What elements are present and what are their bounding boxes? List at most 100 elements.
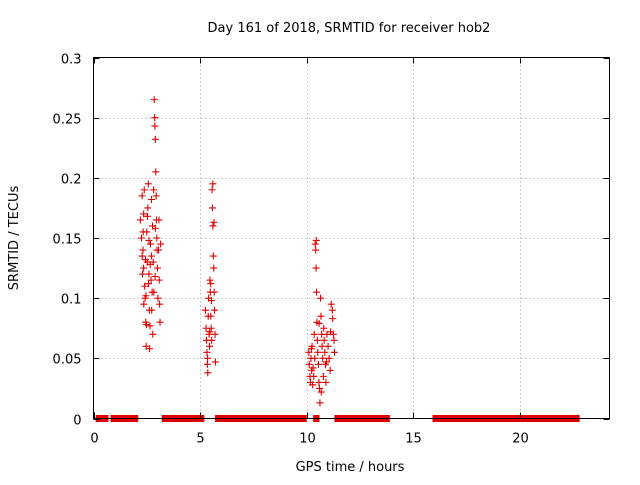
data-point: [313, 336, 321, 344]
data-point: [149, 330, 157, 338]
data-point: [153, 246, 161, 254]
x-tick-label: 15: [405, 432, 422, 447]
data-point: [204, 354, 212, 362]
data-point: [139, 228, 147, 236]
data-point: [154, 294, 162, 302]
data-point: [152, 168, 160, 176]
data-point: [309, 364, 317, 372]
data-point: [208, 204, 216, 212]
y-tick-label: 0.05: [53, 353, 82, 368]
y-tick-label: 0.25: [53, 113, 82, 128]
data-point: [140, 264, 148, 272]
data-point: [151, 224, 159, 232]
data-point: [203, 348, 211, 356]
data-point: [139, 270, 147, 278]
data-points: [136, 96, 338, 407]
data-point: [209, 180, 217, 188]
y-tick-label: 0.3: [61, 53, 82, 68]
data-point: [312, 246, 320, 254]
x-tick-label: 10: [299, 432, 316, 447]
data-point: [140, 300, 148, 308]
data-point: [142, 256, 150, 264]
data-point: [316, 399, 324, 407]
data-point: [317, 312, 325, 320]
data-point: [310, 330, 318, 338]
data-point: [151, 135, 159, 143]
data-point: [146, 260, 154, 268]
data-point: [204, 369, 212, 377]
data-point: [318, 342, 326, 350]
x-tick-label: 5: [196, 432, 204, 447]
data-point: [145, 236, 153, 244]
data-point: [137, 234, 145, 242]
data-point: [140, 186, 148, 194]
data-point: [153, 234, 161, 242]
data-point: [327, 328, 335, 336]
data-point: [205, 342, 213, 350]
data-point: [207, 324, 215, 332]
data-point: [207, 280, 215, 288]
data-point: [157, 240, 165, 248]
data-point: [208, 186, 216, 194]
data-point: [211, 306, 219, 314]
data-point: [206, 328, 214, 336]
y-axis-title: SRMTID / TECUs: [7, 186, 22, 291]
data-point: [139, 246, 147, 254]
data-point: [330, 348, 338, 356]
data-point: [315, 378, 323, 386]
chart-title: Day 161 of 2018, SRMTID for receiver hob…: [208, 21, 491, 36]
data-point: [150, 96, 158, 104]
data-point: [147, 195, 155, 203]
data-point: [206, 276, 214, 284]
data-point: [146, 345, 154, 353]
data-point: [151, 273, 159, 281]
data-point: [143, 212, 151, 220]
x-tick-label: 20: [512, 432, 529, 447]
data-point: [142, 292, 150, 300]
data-point: [320, 336, 328, 344]
data-point: [201, 306, 209, 314]
data-point: [317, 388, 325, 396]
data-point: [316, 384, 324, 392]
data-point: [311, 354, 319, 362]
data-point: [314, 360, 322, 368]
data-point: [311, 240, 319, 248]
data-point: [323, 330, 331, 338]
data-point: [156, 300, 164, 308]
data-point: [156, 318, 164, 326]
grid: [93, 57, 610, 419]
y-tick-label: 0.15: [53, 233, 82, 248]
data-point: [152, 192, 160, 200]
data-point: [209, 252, 217, 260]
data-point: [138, 192, 146, 200]
data-point: [326, 366, 334, 374]
data-point: [323, 358, 331, 366]
y-tick-label: 0.2: [61, 173, 82, 188]
data-point: [141, 282, 149, 290]
data-point: [146, 240, 154, 248]
data-point: [329, 315, 337, 323]
data-point: [313, 288, 321, 296]
data-point: [210, 264, 218, 272]
data-point: [146, 322, 154, 330]
data-point: [314, 348, 322, 356]
data-point: [203, 360, 211, 368]
data-point: [305, 348, 313, 356]
data-point: [312, 264, 320, 272]
data-point: [307, 345, 315, 353]
data-point: [319, 372, 327, 380]
data-point: [324, 342, 332, 350]
x-axis-title: GPS time / hours: [296, 460, 405, 475]
data-point: [328, 306, 336, 314]
data-point: [210, 288, 218, 296]
data-point: [145, 270, 153, 278]
data-point: [138, 252, 146, 260]
data-point: [209, 222, 217, 230]
data-point: [144, 204, 152, 212]
data-point: [147, 252, 155, 260]
data-point: [312, 236, 320, 244]
data-point: [327, 300, 335, 308]
data-point: [140, 210, 148, 218]
